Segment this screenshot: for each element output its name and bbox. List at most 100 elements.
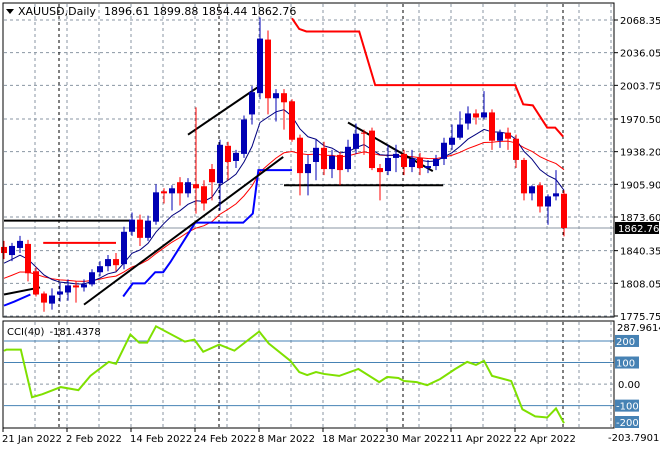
candle-body xyxy=(401,153,407,168)
candle-body xyxy=(273,93,279,99)
candle xyxy=(145,215,151,241)
price-tick-label: 1873.60 xyxy=(620,213,660,224)
current-price-box xyxy=(615,221,659,234)
candle xyxy=(441,137,447,166)
candle xyxy=(33,267,39,297)
candle xyxy=(313,139,319,181)
candle-body xyxy=(89,272,95,285)
cci-panel-border xyxy=(2,320,615,429)
candle-body xyxy=(153,192,159,222)
candle-body xyxy=(545,196,551,207)
price-tick-label: 1970.50 xyxy=(620,115,660,126)
candle xyxy=(289,99,295,142)
candle xyxy=(1,240,7,260)
candle xyxy=(273,89,279,122)
date-label: 8 Mar 2022 xyxy=(258,434,315,445)
candle-body xyxy=(225,145,231,162)
candle xyxy=(241,115,247,158)
candle xyxy=(545,194,551,225)
candle-body xyxy=(9,245,15,256)
candle-body xyxy=(289,101,295,140)
candle xyxy=(473,109,479,125)
triangle-down-icon[interactable] xyxy=(6,9,14,14)
date-label: 21 Jan 2022 xyxy=(2,434,62,445)
candle xyxy=(393,144,399,173)
candle xyxy=(73,281,79,303)
cci-title: CCI(40) xyxy=(7,327,45,338)
candle-body xyxy=(537,185,543,207)
cci-header: CCI(40) -181.4378 xyxy=(7,327,101,338)
candle-body xyxy=(393,153,399,158)
candle xyxy=(401,149,407,176)
candle-body xyxy=(497,132,503,141)
candle xyxy=(513,134,519,169)
candle-body xyxy=(553,193,559,197)
candle xyxy=(305,154,311,196)
cci-level-label: -200 xyxy=(616,418,639,429)
candle xyxy=(385,144,391,176)
candle-body xyxy=(161,191,167,194)
axes: 2068.35 2036.05 2003.75 1970.50 1938.20 1905.… xyxy=(2,16,660,445)
candle xyxy=(417,152,423,176)
candle-body xyxy=(129,219,135,232)
candle-body xyxy=(185,182,191,194)
candle xyxy=(209,164,215,201)
price-tick-label: 2003.75 xyxy=(620,81,660,92)
candle-body xyxy=(25,243,31,274)
candle-body xyxy=(329,155,335,170)
candle xyxy=(281,89,287,130)
candle-body xyxy=(217,144,223,184)
candle xyxy=(369,127,375,171)
candle xyxy=(81,279,87,292)
candle-body xyxy=(65,285,71,293)
cci-level-box xyxy=(615,356,639,369)
candle xyxy=(505,127,511,150)
candle xyxy=(425,159,431,174)
cci-value: -181.4378 xyxy=(49,327,100,338)
candle xyxy=(489,109,495,150)
candle-body xyxy=(505,132,511,139)
candle xyxy=(561,190,567,237)
trendline xyxy=(83,156,284,306)
support-step-line xyxy=(3,293,31,307)
candle-body xyxy=(561,193,567,228)
candle xyxy=(25,239,31,282)
candle xyxy=(361,129,367,155)
candle xyxy=(345,139,351,173)
candle-body xyxy=(49,295,55,304)
candle xyxy=(185,178,191,198)
candle xyxy=(97,261,103,277)
candle-body xyxy=(361,132,367,134)
candles xyxy=(1,17,567,312)
candle-body xyxy=(433,158,439,167)
candle-body xyxy=(345,146,351,170)
candle-body xyxy=(281,93,287,103)
candle xyxy=(153,184,159,225)
candle-body xyxy=(105,259,111,267)
candle-body xyxy=(41,293,47,303)
candle xyxy=(121,226,127,270)
candle xyxy=(521,157,527,201)
candle-body xyxy=(81,284,87,288)
candle-body xyxy=(321,147,327,170)
candle-body xyxy=(249,92,255,115)
candle xyxy=(41,291,47,312)
candle-body xyxy=(201,186,207,204)
candle xyxy=(193,107,199,214)
candle-body xyxy=(33,271,39,295)
cci-panel xyxy=(3,324,614,424)
candle xyxy=(17,235,23,254)
candle xyxy=(353,123,359,154)
date-label: 30 Mar 2022 xyxy=(386,434,449,445)
candle xyxy=(457,111,463,140)
candle xyxy=(265,30,271,115)
cci-level-label: 200 xyxy=(616,337,635,348)
date-label: 22 Apr 2022 xyxy=(514,434,576,445)
candle xyxy=(105,255,111,272)
date-label: 18 Mar 2022 xyxy=(322,434,385,445)
price-tick-label: 2068.35 xyxy=(620,16,660,27)
date-label: 2 Feb 2022 xyxy=(66,434,122,445)
candle xyxy=(161,188,167,204)
candle xyxy=(169,185,175,211)
candle-body xyxy=(145,220,151,238)
